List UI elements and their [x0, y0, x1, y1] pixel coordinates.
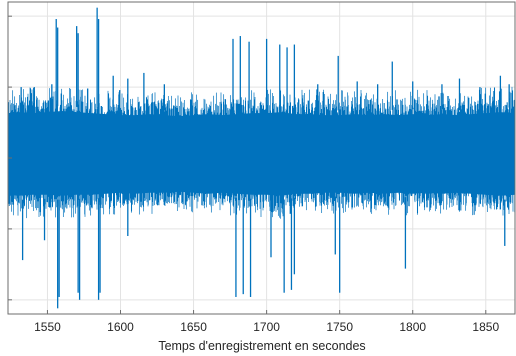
x-tick-label: 1600 — [107, 320, 134, 334]
x-tick-label: 1750 — [326, 320, 353, 334]
x-tick-label: 1650 — [180, 320, 207, 334]
signal-core — [8, 111, 515, 196]
x-tick-labels: 1550 1600 1650 1700 1750 1800 1850 — [34, 320, 499, 334]
axes — [7, 1, 516, 315]
x-tick-label: 1800 — [399, 320, 426, 334]
x-axis-label: Temps d'enregistrement en secondes — [158, 339, 365, 353]
x-tick-label: 1550 — [34, 320, 61, 334]
x-tick-label: 1850 — [472, 320, 499, 334]
x-tick-label: 1700 — [253, 320, 280, 334]
plot-area — [7, 7, 516, 309]
